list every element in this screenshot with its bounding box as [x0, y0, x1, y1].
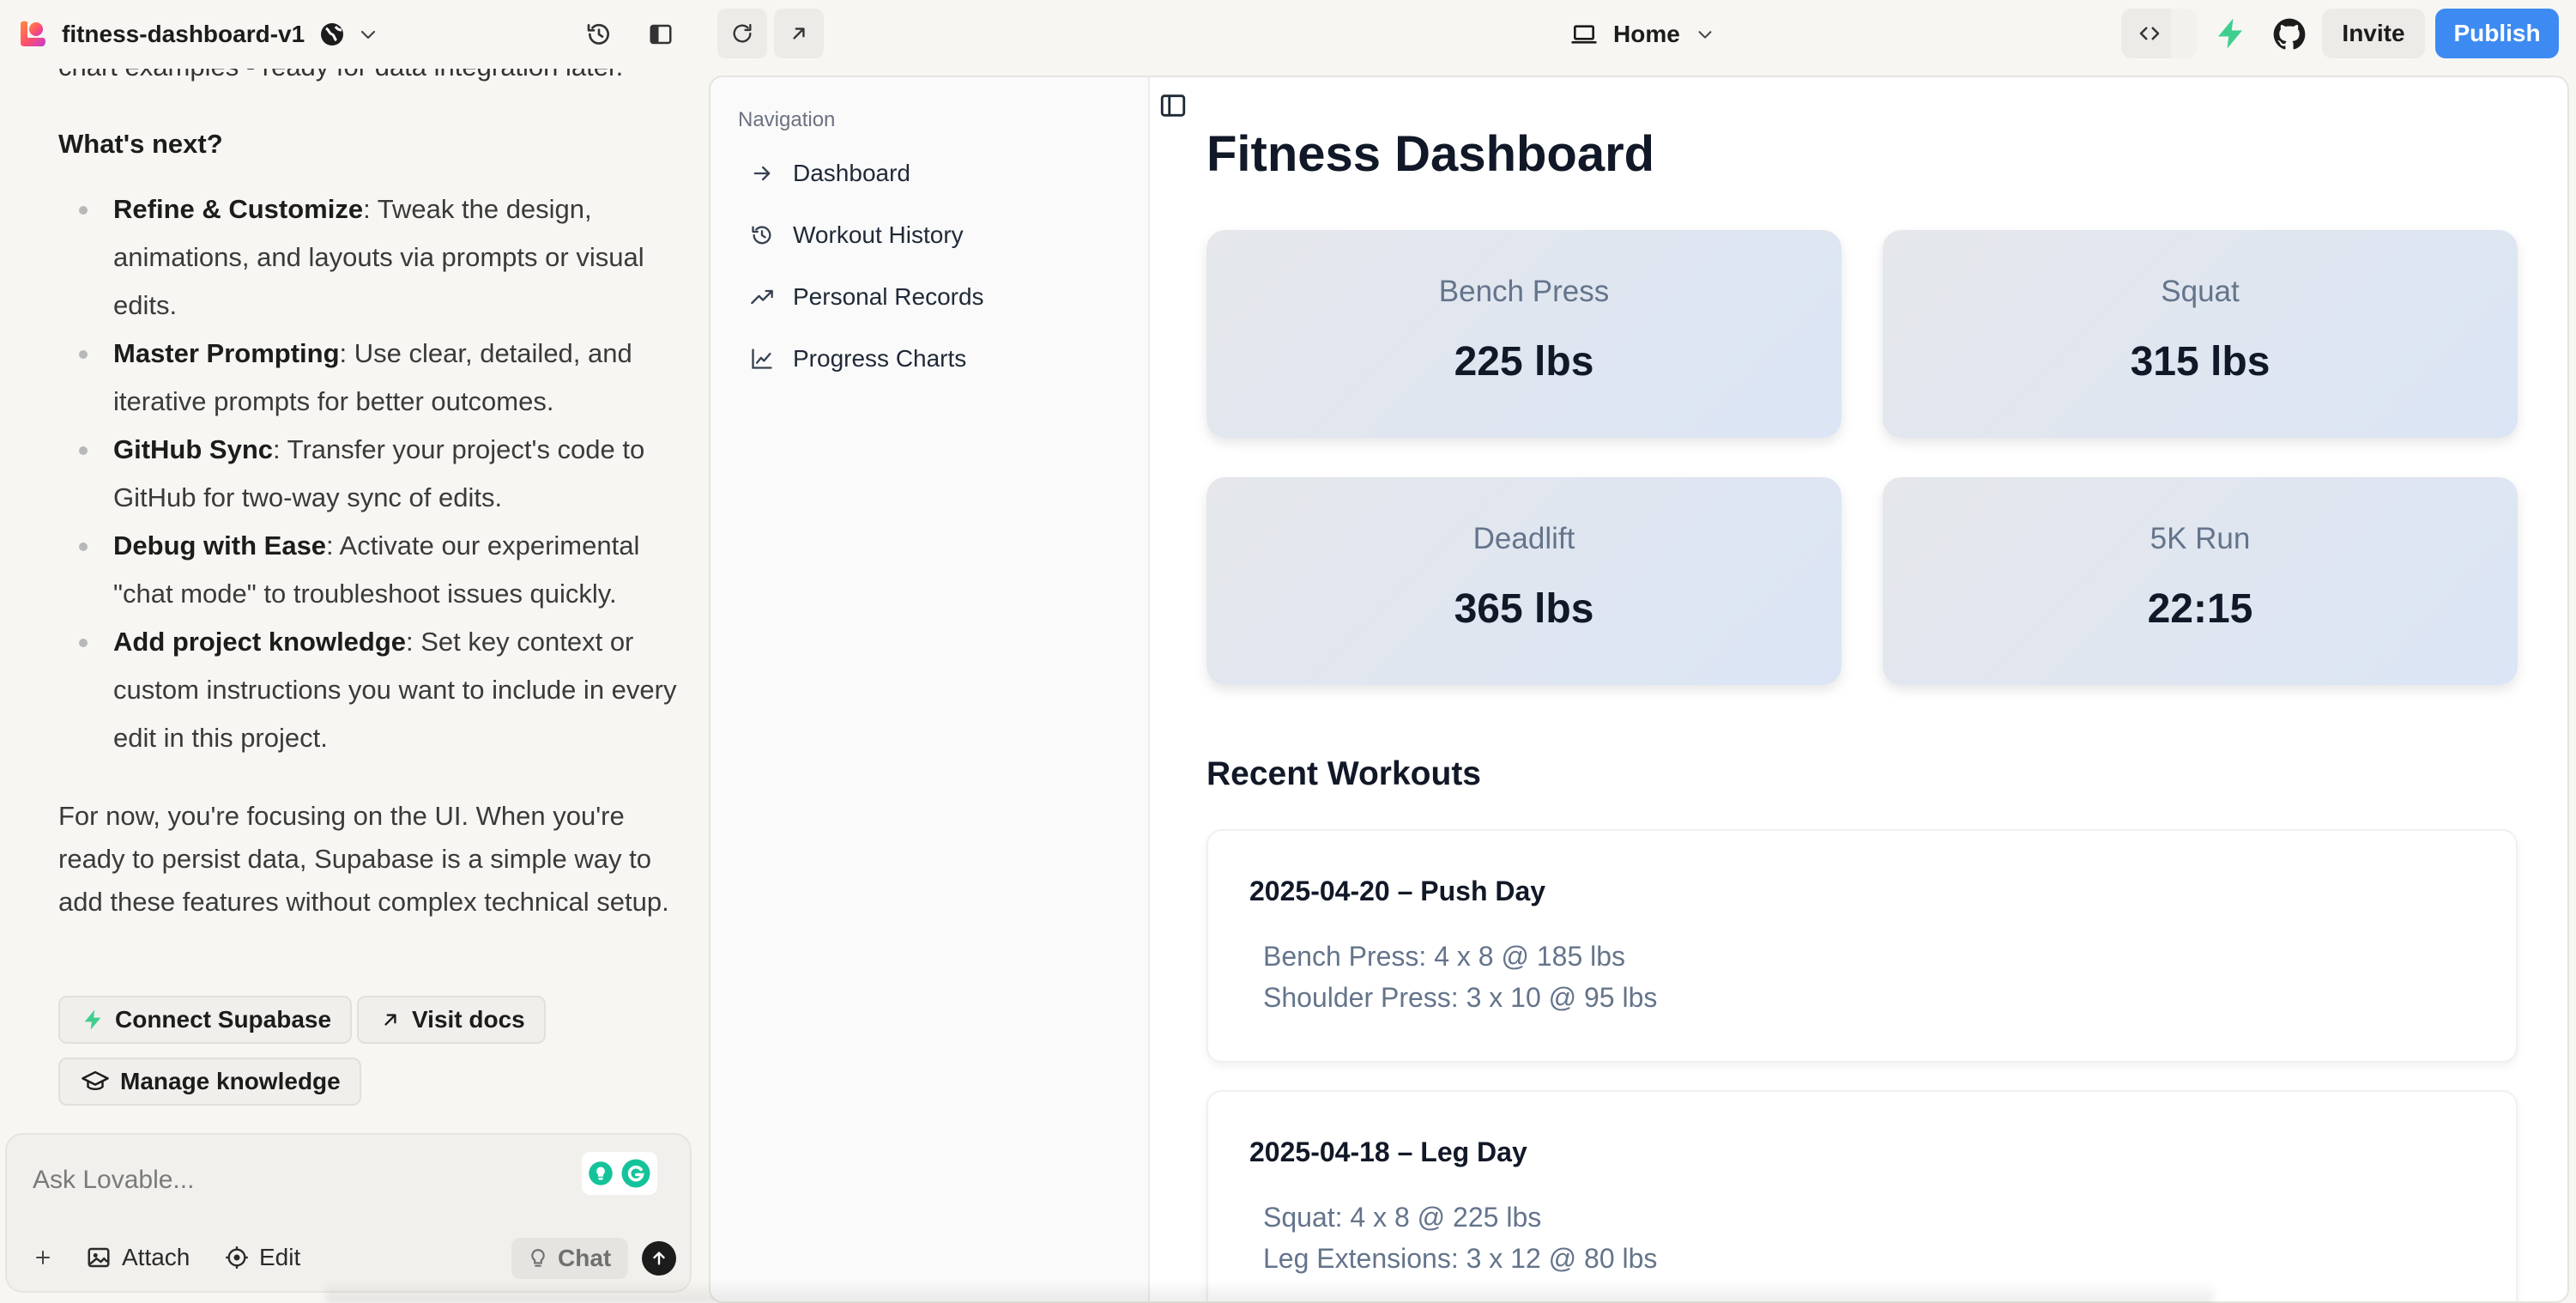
workout-exercises: Bench Press: 4 x 8 @ 185 lbs Shoulder Pr…: [1263, 936, 1657, 1018]
stat-card-5k-run: 5K Run 22:15: [1883, 477, 2518, 685]
stat-label: 5K Run: [2150, 522, 2251, 555]
stat-label: Bench Press: [1438, 275, 1610, 308]
chat-input-toolbar: Attach Edit Chat: [7, 1236, 693, 1279]
chat-input-box: Ask Lovable...: [5, 1133, 692, 1293]
add-button[interactable]: [33, 1236, 53, 1279]
code-icon: [2139, 27, 2160, 40]
edit-button[interactable]: Edit: [225, 1236, 300, 1279]
nav-title: Navigation: [738, 108, 836, 131]
lightbulb-icon: [531, 1249, 545, 1267]
invite-button[interactable]: Invite: [2322, 9, 2425, 58]
stat-label: Squat: [2161, 275, 2240, 308]
chevron-down-icon[interactable]: [358, 24, 378, 45]
exercise-line: Shoulder Press: 3 x 10 @ 95 lbs: [1263, 982, 1658, 1013]
attach-button[interactable]: Attach: [86, 1236, 190, 1279]
supabase-bolt-icon: [84, 1009, 101, 1030]
exercise-line: Bench Press: 4 x 8 @ 185 lbs: [1263, 941, 1626, 972]
stat-card-deadlift: Deadlift 365 lbs: [1206, 477, 1841, 685]
chat-input[interactable]: Ask Lovable...: [33, 1166, 195, 1194]
history-button[interactable]: [582, 17, 616, 52]
grammarly-widget[interactable]: [582, 1152, 657, 1195]
visit-docs-button[interactable]: Visit docs: [357, 996, 546, 1044]
bottom-shadow: [326, 1281, 2214, 1303]
github-icon[interactable]: [2271, 15, 2308, 53]
workout-title: 2025-04-20 – Push Day: [1249, 876, 1546, 906]
stat-value: 315 lbs: [2130, 339, 2271, 385]
history-icon: [752, 226, 771, 245]
graduation-cap-icon: [82, 1070, 109, 1091]
exercise-line: Squat: 4 x 8 @ 225 lbs: [1263, 1202, 1542, 1233]
chat-panel: chart examples - ready for data integrat…: [0, 69, 709, 1303]
workout-card: 2025-04-18 – Leg Day Squat: 4 x 8 @ 225 …: [1206, 1090, 2518, 1301]
plus-icon: [36, 1251, 50, 1264]
panel-left-icon: [650, 24, 672, 45]
preview-sidebar: Navigation Dashboard Workout History Per…: [711, 77, 1150, 1301]
refresh-button[interactable]: [717, 9, 767, 58]
stat-card-squat: Squat 315 lbs: [1883, 230, 2518, 438]
arrow-up-right-icon: [384, 1014, 396, 1026]
stat-value: 225 lbs: [1454, 339, 1594, 385]
nav-item-dashboard[interactable]: Dashboard: [750, 155, 910, 192]
closing-paragraph: For now, you're focusing on the UI. When…: [58, 801, 669, 917]
nav-item-workout-history[interactable]: Workout History: [750, 216, 964, 254]
list-item: Master Prompting: Use clear, detailed, a…: [58, 330, 685, 426]
stat-value: 22:15: [2147, 586, 2253, 632]
whats-next-heading: What's next?: [58, 129, 223, 159]
list-item: Add project knowledge: Set key context o…: [58, 618, 685, 762]
list-item: GitHub Sync: Transfer your project's cod…: [58, 426, 685, 522]
code-toggle-track: [2171, 9, 2197, 58]
message-text-partial: chart examples - ready for data integrat…: [58, 69, 623, 91]
send-button[interactable]: [642, 1241, 676, 1276]
arrow-right-icon: [753, 166, 771, 181]
arrow-up-right-icon: [793, 27, 805, 39]
workout-title: 2025-04-18 – Leg Day: [1249, 1136, 1527, 1167]
page-title: Fitness Dashboard: [1206, 126, 1655, 182]
laptop-icon: [1571, 25, 1597, 44]
tips-list: Refine & Customize: Tweak the design, an…: [58, 185, 685, 762]
image-icon: [88, 1247, 110, 1268]
grammarly-icon: [621, 1159, 650, 1188]
project-header: fitness-dashboard-v1: [17, 15, 378, 53]
globe-icon[interactable]: [318, 21, 346, 48]
nav-item-personal-records[interactable]: Personal Records: [750, 278, 984, 316]
lightbulb-icon: [589, 1161, 614, 1185]
stat-value: 365 lbs: [1454, 586, 1594, 632]
arrow-up-icon: [653, 1251, 665, 1265]
page-selector[interactable]: Home: [1570, 15, 1714, 53]
recent-workouts-heading: Recent Workouts: [1206, 755, 1481, 792]
stat-label: Deadlift: [1472, 522, 1575, 555]
trending-up-icon: [751, 289, 773, 305]
exercise-line: Leg Extensions: 3 x 12 @ 80 lbs: [1263, 1243, 1658, 1274]
publish-button[interactable]: Publish: [2435, 9, 2559, 58]
open-external-button[interactable]: [774, 9, 824, 58]
refresh-icon: [733, 23, 752, 43]
preview-main: Fitness Dashboard Bench Press 225 lbs Sq…: [1206, 77, 2545, 1301]
sidebar-toggle-icon[interactable]: [1158, 91, 1188, 120]
line-chart-icon: [752, 348, 772, 369]
list-item: Debug with Ease: Activate our experiment…: [58, 522, 685, 618]
supabase-bolt-icon[interactable]: [2212, 15, 2248, 52]
workout-exercises: Squat: 4 x 8 @ 225 lbs Leg Extensions: 3…: [1263, 1197, 1657, 1279]
workout-card: 2025-04-20 – Push Day Bench Press: 4 x 8…: [1206, 829, 2518, 1063]
nav-item-progress-charts[interactable]: Progress Charts: [750, 340, 966, 378]
project-name[interactable]: fitness-dashboard-v1: [62, 21, 305, 47]
page-selector-label: Home: [1613, 21, 1680, 47]
connect-supabase-button[interactable]: Connect Supabase: [58, 996, 353, 1044]
chat-mode-button[interactable]: Chat: [511, 1238, 628, 1279]
target-icon: [226, 1246, 248, 1269]
history-icon: [587, 23, 609, 45]
toggle-panel-button[interactable]: [644, 17, 678, 52]
code-view-button[interactable]: [2121, 9, 2197, 58]
stat-card-bench-press: Bench Press 225 lbs: [1206, 230, 1841, 438]
list-item: Refine & Customize: Tweak the design, an…: [58, 185, 685, 330]
manage-knowledge-button[interactable]: Manage knowledge: [58, 1058, 361, 1106]
lovable-logo-icon: [21, 21, 45, 46]
top-bar: fitness-dashboard-v1: [0, 0, 2576, 69]
chevron-down-icon: [1698, 31, 1712, 39]
app-preview: Navigation Dashboard Workout History Per…: [709, 76, 2569, 1303]
